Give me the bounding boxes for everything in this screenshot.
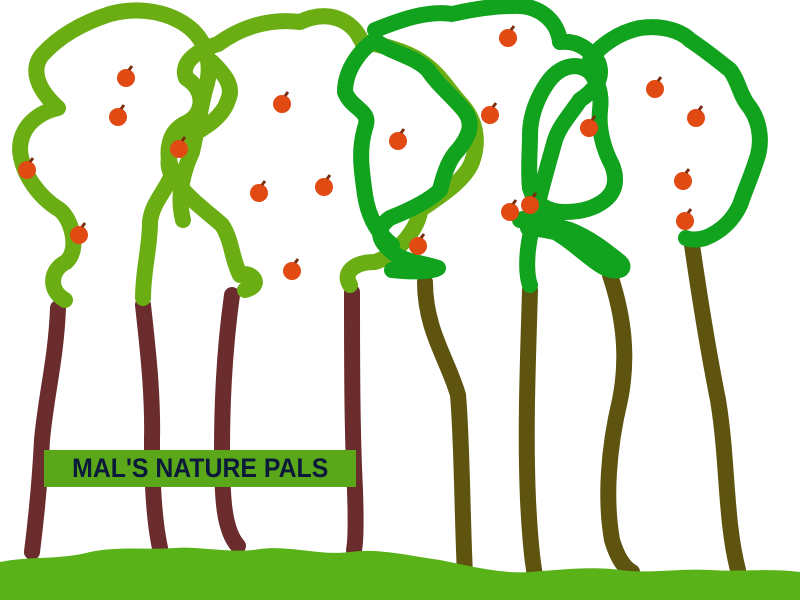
tree-2-trunk [135,297,168,556]
left-trunks [24,284,364,560]
orange-fruit-icon [501,199,519,221]
tree-7-crown [512,210,631,279]
orange-fruit-icon [521,192,539,214]
title-sign: MAL'S NATURE PALS [44,450,356,487]
tree-5-crown [337,32,478,280]
orange-fruit-icon [117,65,135,87]
orange-fruit-icon [315,174,333,196]
tree-2-crown [135,8,368,306]
orange-fruit-icon [676,208,694,230]
orange-fruit-icon [283,258,301,280]
tree-8-trunk [684,237,746,578]
right-crowns [337,0,768,293]
orange-fruit-icon [687,105,705,127]
orange-fruit-icon [109,104,127,126]
orange-fruit-icon [499,25,517,47]
tree-7-inner-crown [521,58,624,220]
grass-ground [0,547,800,600]
fruits [18,25,705,280]
tree-4-trunk [344,284,364,558]
tree-3-trunk [214,287,246,554]
right-trunks [417,237,746,583]
sign-title: MAL'S NATURE PALS [71,453,329,483]
orange-fruit-icon [170,136,188,158]
orange-fruit-icon [409,233,427,255]
orange-fruit-icon [273,91,291,113]
tree-1-trunk [24,300,66,560]
orange-fruit-icon [18,157,36,179]
tree-8-crown [582,19,768,248]
orange-fruit-icon [389,128,407,150]
orange-fruit-icon [674,168,692,190]
tree-5-trunk [417,274,473,583]
tree-3-crown [160,54,263,298]
orange-fruit-icon [646,76,664,98]
tree-7-trunk [600,267,640,580]
tree-6-trunk [518,282,543,583]
orange-fruit-icon [250,180,268,202]
orange-fruit-icon [70,222,88,244]
orange-fruit-icon [580,115,598,137]
orange-fruit-icon [481,102,499,124]
